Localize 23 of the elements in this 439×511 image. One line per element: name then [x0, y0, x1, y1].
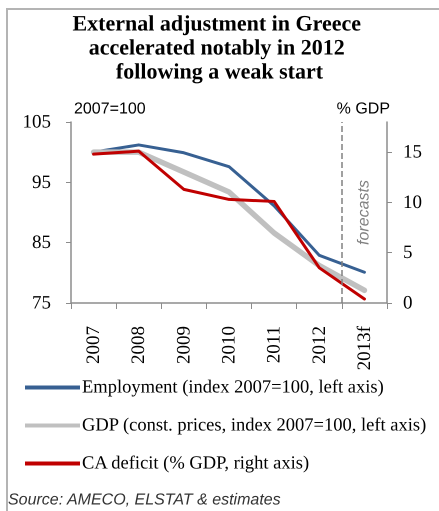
x-tick-label: 2008	[128, 326, 150, 364]
y-tick-label: 75	[32, 292, 51, 314]
source-note: Source: AMECO, ELSTAT & estimates	[8, 492, 281, 508]
y-tick-label: 95	[32, 172, 51, 193]
legend-label: Employment (index 2007=100, left axis)	[82, 378, 384, 398]
ref-line-label: forecasts	[355, 180, 372, 245]
y2-tick-label: 10	[403, 192, 422, 213]
y-axis-title: 2007=100	[74, 100, 146, 118]
x-tick-label: 2010	[218, 326, 240, 364]
x-tick-label: 2012	[308, 326, 330, 364]
x-tick-label: 2009	[173, 326, 194, 364]
y2-tick-label: 15	[403, 142, 422, 163]
y2-tick-label: 5	[403, 242, 412, 264]
legend-label: CA deficit (% GDP, right axis)	[82, 454, 310, 474]
x-tick-label: 2011	[264, 326, 285, 364]
y-tick-label: 105	[22, 112, 51, 132]
x-tick-label: 2007	[83, 326, 104, 364]
legend-label: GDP (const. prices, index 2007=100, left axis)	[82, 416, 426, 436]
y2-tick-label: 0	[403, 292, 412, 314]
x-tick-label: 2013f	[354, 325, 375, 370]
y2-axis-title: % GDP	[336, 100, 390, 118]
y-tick-label: 85	[32, 232, 51, 254]
chart-title: External adjustment in Greece accelerated notably in 2012 following a weak start	[72, 10, 367, 84]
